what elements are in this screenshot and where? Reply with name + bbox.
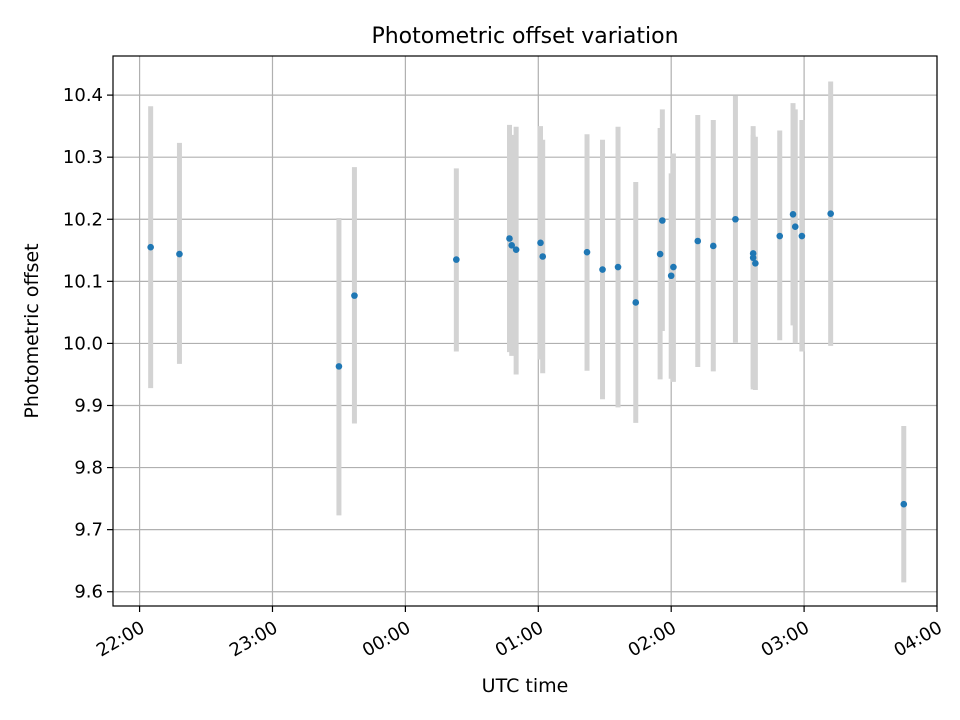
- data-point: [694, 237, 702, 245]
- data-point: [752, 260, 759, 267]
- plot-frame: [112, 55, 938, 607]
- data-point: [599, 266, 606, 273]
- data-point: [147, 243, 154, 251]
- y-tick-label: 9.6: [74, 582, 103, 603]
- x-axis-label: UTC time: [482, 675, 569, 697]
- data-point: [776, 232, 784, 240]
- data-point: [583, 248, 591, 256]
- data-point: [789, 210, 797, 218]
- chart-title: Photometric offset variation: [371, 24, 678, 49]
- data-point: [632, 299, 640, 306]
- data-point: [614, 263, 622, 271]
- y-axis-ticks: 9.6 9.7 9.8 9.9 10.0 10.1 10.2 10.3 10.4: [63, 85, 113, 603]
- data-point: [667, 272, 675, 280]
- y-tick-label: 10.2: [63, 209, 103, 230]
- data-point: [537, 239, 544, 247]
- y-tick-label: 9.8: [74, 458, 103, 479]
- data-point: [506, 235, 513, 242]
- data-point: [656, 250, 664, 258]
- data-point: [791, 223, 799, 231]
- data-point: [709, 242, 717, 250]
- data-points: [147, 210, 908, 508]
- data-point: [749, 254, 757, 262]
- data-point: [512, 246, 520, 253]
- y-tick-label: 10.3: [63, 147, 103, 168]
- data-point: [670, 263, 677, 271]
- data-point: [539, 253, 547, 260]
- data-point: [453, 256, 460, 263]
- data-point: [798, 232, 806, 240]
- y-tick-label: 10.1: [63, 271, 103, 292]
- y-tick-label: 10.0: [63, 333, 103, 354]
- data-point: [827, 210, 834, 217]
- y-tick-label: 9.9: [74, 395, 103, 416]
- data-point: [732, 215, 739, 223]
- y-tick-label: 9.7: [74, 520, 103, 541]
- data-point: [176, 250, 183, 258]
- data-point: [508, 242, 516, 249]
- data-point: [335, 363, 343, 370]
- y-axis-label: Photometric offset: [21, 243, 43, 418]
- data-point: [900, 500, 908, 508]
- y-tick-label: 10.4: [63, 85, 103, 106]
- data-point: [351, 292, 358, 299]
- data-point: [659, 217, 666, 224]
